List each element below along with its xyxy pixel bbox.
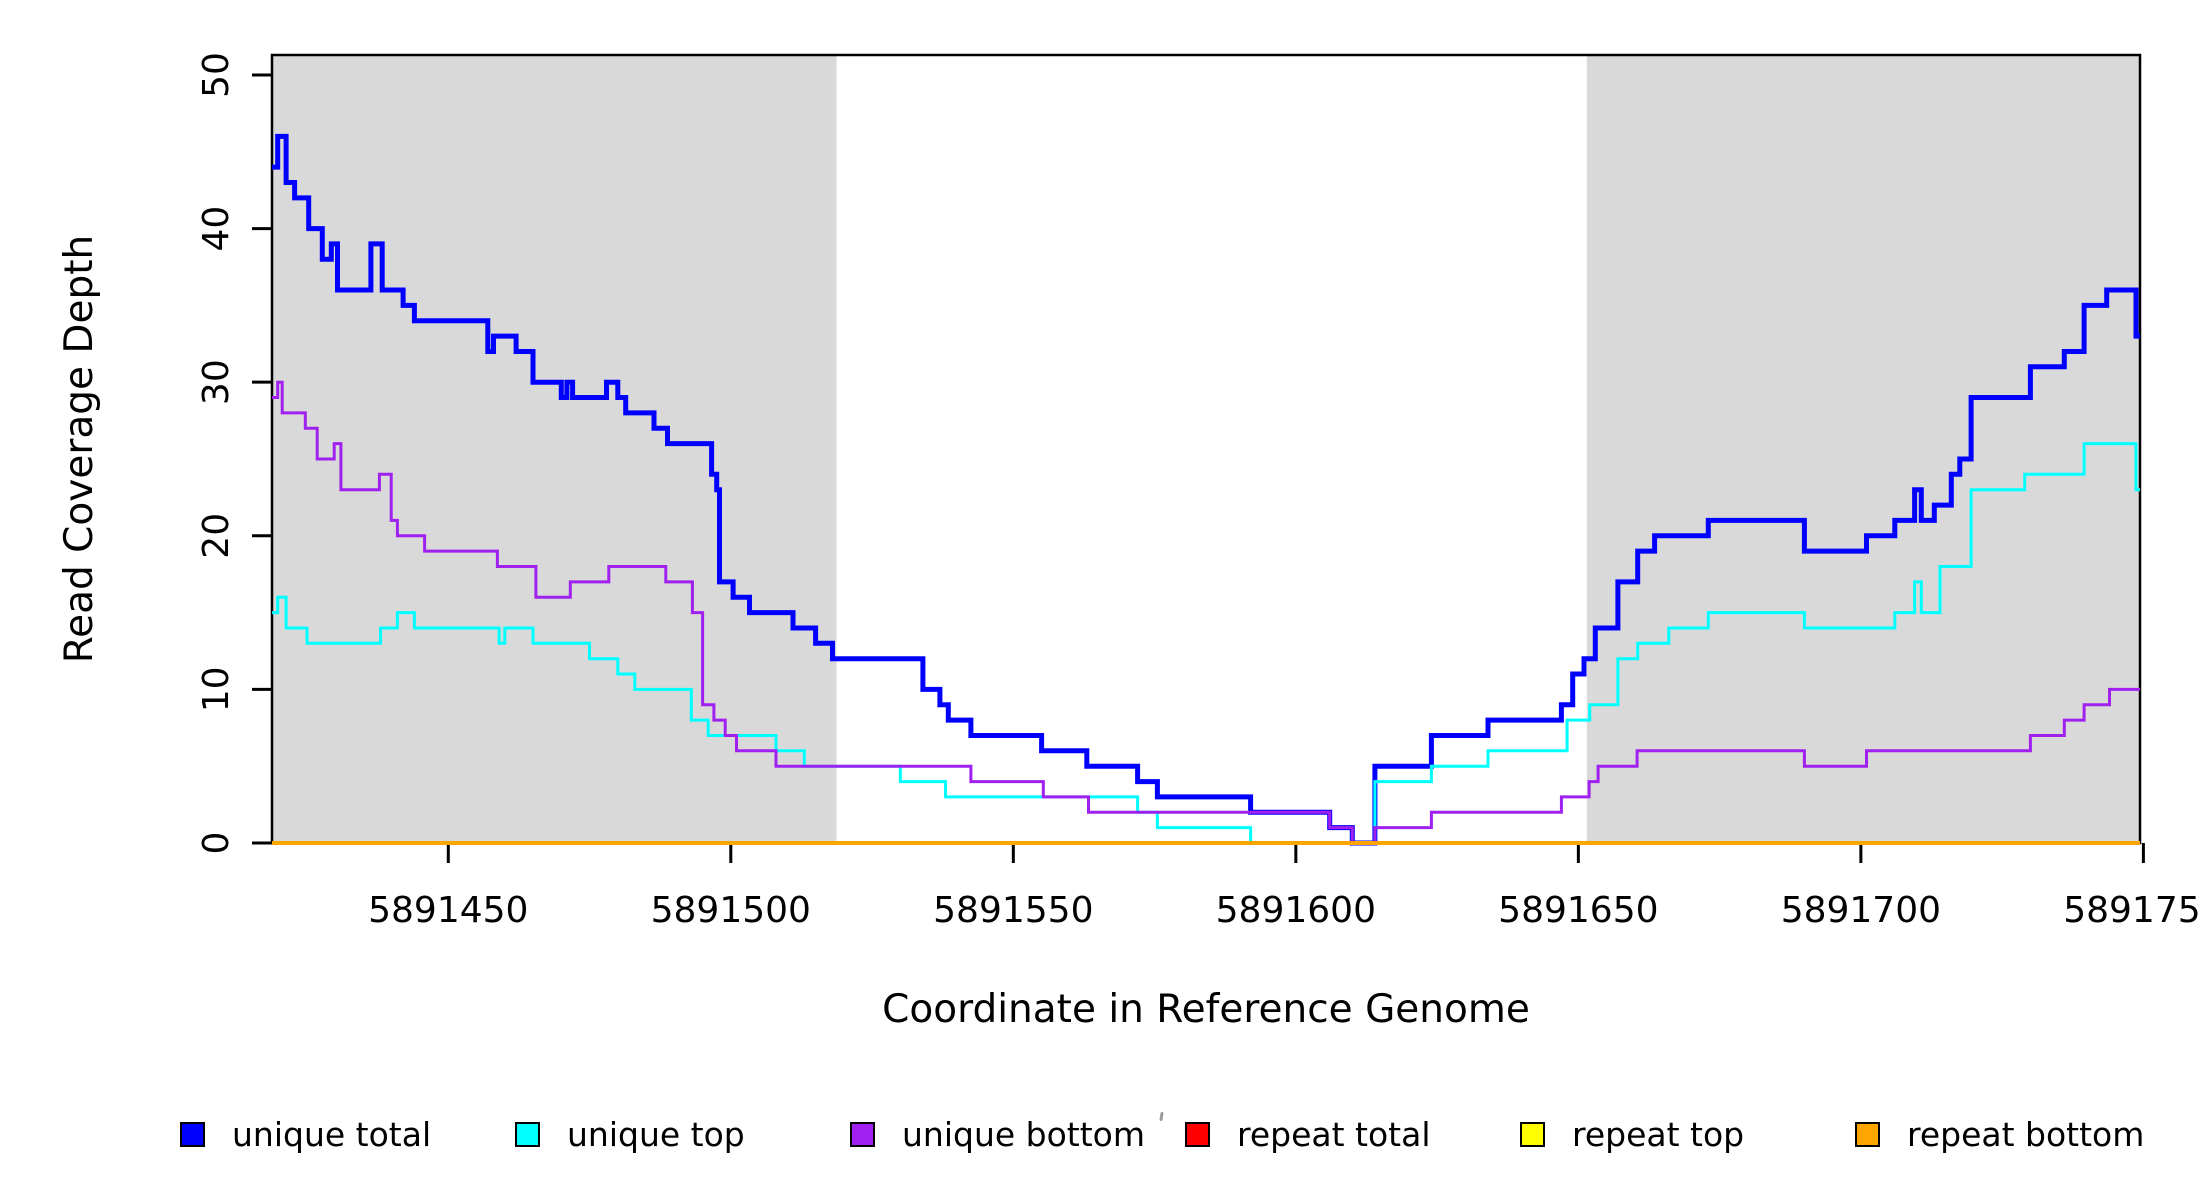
- legend-swatch: [1520, 1121, 1545, 1147]
- legend-label: repeat bottom: [1907, 1114, 2145, 1154]
- axis-ticks: [252, 73, 2145, 863]
- shaded-region: [1586, 55, 2140, 843]
- legend-item: unique total: [180, 1115, 431, 1154]
- legend-label: unique top: [567, 1114, 745, 1154]
- shaded-regions: [272, 55, 2140, 843]
- legend-item: repeat bottom: [1855, 1115, 2144, 1154]
- legend-item: unique top: [515, 1115, 745, 1154]
- legend-item: repeat total: [1185, 1115, 1431, 1154]
- y-tick-label: 30: [196, 359, 237, 405]
- x-tick-label: 5891550: [933, 890, 1093, 931]
- x-axis-title: Coordinate in Reference Genome: [882, 987, 1530, 1032]
- series-unique-bottom: [272, 380, 2140, 845]
- y-tick-label: 0: [196, 832, 237, 855]
- y-tick-label: 10: [196, 666, 237, 712]
- coverage-chart: 5891450 5891500 5891550 5891600 5891650 58917…: [57, 52, 2200, 1032]
- legend-label: unique total: [232, 1114, 432, 1154]
- legend-swatch: [515, 1121, 540, 1147]
- legend-swatch: [850, 1121, 875, 1147]
- y-tick-label: 20: [196, 513, 237, 559]
- x-tick-label: 5891650: [1498, 890, 1658, 931]
- y-tick-label: 40: [196, 206, 237, 252]
- x-tick-label: 5891700: [1781, 890, 1941, 931]
- series-unique-total: [272, 133, 2140, 846]
- stray-mark: [1159, 1111, 1164, 1122]
- x-tick-label: 5891600: [1216, 890, 1376, 931]
- x-tick-label: 5891450: [368, 890, 528, 931]
- legend-label: repeat top: [1572, 1114, 1745, 1154]
- series-unique-top: [272, 442, 2140, 845]
- y-axis-title: Read Coverage Depth: [57, 235, 102, 663]
- legend-label: unique bottom: [902, 1114, 1146, 1154]
- legend-item: repeat top: [1520, 1115, 1744, 1154]
- data-series: [272, 133, 2140, 846]
- axis-tick-labels: 5891450 5891500 5891550 5891600 5891650 58917…: [196, 52, 2200, 931]
- legend-swatch: [1855, 1121, 1880, 1147]
- legend-swatch: [1185, 1121, 1210, 1147]
- shaded-region: [272, 55, 837, 843]
- y-tick-label: 50: [196, 52, 237, 98]
- x-tick-label: 5891500: [651, 890, 811, 931]
- legend-item: unique bottom: [850, 1115, 1145, 1154]
- legend-swatch: [180, 1121, 205, 1147]
- legend-label: repeat total: [1237, 1114, 1431, 1154]
